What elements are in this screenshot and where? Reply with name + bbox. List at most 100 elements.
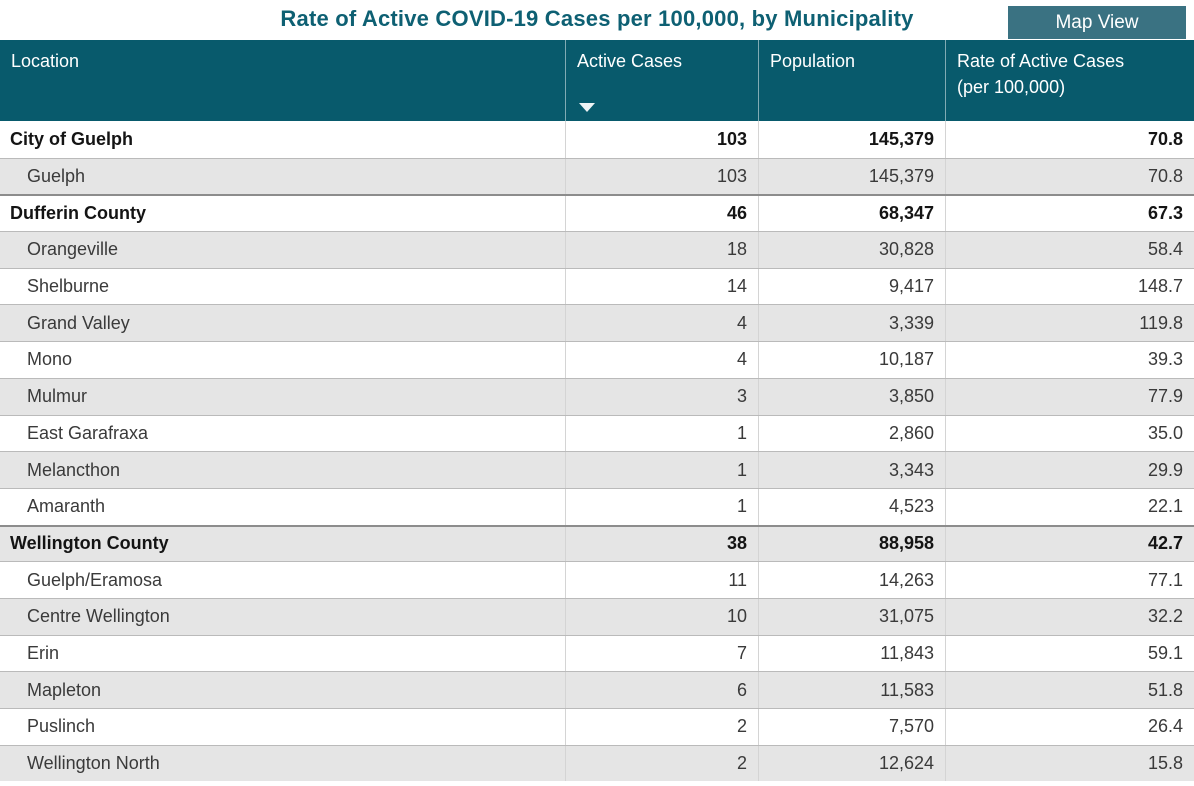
table-row[interactable]: Guelph 103 145,379 70.8 xyxy=(0,157,1194,195)
column-header-label: Rate of Active Cases xyxy=(957,51,1125,71)
column-header-active-cases[interactable]: Active Cases xyxy=(565,40,758,121)
active-cases-value: 2 xyxy=(736,753,747,774)
location-label: Mulmur xyxy=(27,386,88,407)
active-cases-cell: 4 xyxy=(565,305,758,342)
table-row[interactable]: Melancthon 1 3,343 29.9 xyxy=(0,451,1194,488)
rate-cell: 15.8 xyxy=(945,745,1194,782)
population-value: 88,958 xyxy=(878,533,934,554)
active-cases-cell: 10 xyxy=(565,598,758,635)
active-cases-value: 7 xyxy=(736,642,747,663)
population-value: 31,075 xyxy=(878,606,934,627)
population-value: 145,379 xyxy=(868,166,934,187)
data-table: Location Active Cases Population Rate of… xyxy=(0,40,1194,782)
rate-value: 32.2 xyxy=(1147,606,1183,627)
population-cell: 12,624 xyxy=(758,745,945,782)
active-cases-value: 6 xyxy=(736,679,747,700)
rate-value: 70.8 xyxy=(1147,166,1183,187)
rate-value: 67.3 xyxy=(1147,203,1183,224)
population-value: 11,583 xyxy=(880,679,934,700)
active-cases-value: 46 xyxy=(726,203,747,224)
location-label: Guelph xyxy=(27,166,86,187)
population-cell: 30,828 xyxy=(758,232,945,268)
active-cases-value: 103 xyxy=(716,128,747,149)
location-cell: Wellington North xyxy=(0,746,565,782)
rate-cell: 39.3 xyxy=(945,342,1194,378)
rate-cell: 148.7 xyxy=(945,268,1194,305)
table-row[interactable]: Puslinch 2 7,570 26.4 xyxy=(0,708,1194,745)
rate-value: 51.8 xyxy=(1147,679,1183,700)
rate-cell: 70.8 xyxy=(945,121,1194,158)
table-body: City of Guelph 103 145,379 70.8 Guelph 1… xyxy=(0,121,1194,782)
table-row[interactable]: Erin 7 11,843 59.1 xyxy=(0,634,1194,672)
location-label: Shelburne xyxy=(27,276,110,297)
population-cell: 3,850 xyxy=(758,378,945,415)
rate-cell: 35.0 xyxy=(945,415,1194,452)
location-cell: Mono xyxy=(0,342,565,378)
column-header-population[interactable]: Population xyxy=(758,40,945,121)
active-cases-cell: 1 xyxy=(565,452,758,488)
rate-cell: 22.1 xyxy=(945,488,1194,525)
active-cases-value: 4 xyxy=(736,349,747,370)
location-label: Dufferin County xyxy=(10,203,146,224)
active-cases-cell: 6 xyxy=(565,672,758,708)
table-row[interactable]: East Garafraxa 1 2,860 35.0 xyxy=(0,414,1194,452)
population-value: 10,187 xyxy=(878,349,934,370)
location-label: Wellington North xyxy=(27,753,160,774)
active-cases-value: 3 xyxy=(736,386,747,407)
rate-cell: 32.2 xyxy=(945,598,1194,635)
column-header-sublabel: (per 100,000) xyxy=(957,77,1066,97)
active-cases-cell: 11 xyxy=(565,562,758,598)
table-row[interactable]: Guelph/Eramosa 11 14,263 77.1 xyxy=(0,561,1194,598)
column-header-rate[interactable]: Rate of Active Cases (per 100,000) xyxy=(945,40,1194,121)
location-label: Centre Wellington xyxy=(27,606,170,627)
active-cases-cell: 46 xyxy=(565,196,758,232)
population-cell: 3,343 xyxy=(758,452,945,488)
table-row[interactable]: Mulmur 3 3,850 77.9 xyxy=(0,377,1194,415)
rate-value: 77.9 xyxy=(1147,386,1183,407)
table-row[interactable]: Grand Valley 4 3,339 119.8 xyxy=(0,304,1194,342)
table-row[interactable]: Dufferin County 46 68,347 67.3 xyxy=(0,194,1194,232)
population-cell: 4,523 xyxy=(758,488,945,525)
location-label: Wellington County xyxy=(10,533,169,554)
active-cases-value: 18 xyxy=(726,239,747,260)
population-cell: 14,263 xyxy=(758,562,945,598)
column-header-location[interactable]: Location xyxy=(0,40,565,121)
active-cases-value: 1 xyxy=(736,496,747,517)
population-cell: 3,339 xyxy=(758,305,945,342)
map-view-button[interactable]: Map View xyxy=(1008,6,1186,39)
population-value: 3,339 xyxy=(888,312,934,333)
table-row[interactable]: Amaranth 1 4,523 22.1 xyxy=(0,487,1194,525)
population-cell: 31,075 xyxy=(758,598,945,635)
table-row[interactable]: Wellington County 38 88,958 42.7 xyxy=(0,524,1194,562)
population-cell: 9,417 xyxy=(758,268,945,305)
active-cases-value: 2 xyxy=(736,716,747,737)
rate-cell: 77.1 xyxy=(945,562,1194,598)
location-label: Erin xyxy=(27,642,60,663)
table-row[interactable]: Mono 4 10,187 39.3 xyxy=(0,341,1194,378)
active-cases-cell: 103 xyxy=(565,121,758,158)
location-label: Orangeville xyxy=(27,239,119,260)
population-value: 7,570 xyxy=(888,716,934,737)
sort-descending-icon[interactable] xyxy=(579,103,595,112)
rate-cell: 119.8 xyxy=(945,305,1194,342)
table-row[interactable]: Wellington North 2 12,624 15.8 xyxy=(0,744,1194,782)
page-title: Rate of Active COVID-19 Cases per 100,00… xyxy=(280,6,914,31)
population-value: 12,624 xyxy=(878,753,934,774)
rate-value: 42.7 xyxy=(1147,533,1183,554)
active-cases-cell: 38 xyxy=(565,526,758,562)
location-cell: Grand Valley xyxy=(0,305,565,341)
location-cell: Centre Wellington xyxy=(0,599,565,635)
table-row[interactable]: Shelburne 14 9,417 148.7 xyxy=(0,267,1194,305)
rate-value: 39.3 xyxy=(1147,349,1183,370)
population-value: 3,850 xyxy=(888,386,934,407)
table-row[interactable]: City of Guelph 103 145,379 70.8 xyxy=(0,121,1194,158)
table-row[interactable]: Centre Wellington 10 31,075 32.2 xyxy=(0,597,1194,635)
rate-cell: 59.1 xyxy=(945,635,1194,672)
active-cases-cell: 2 xyxy=(565,709,758,745)
table-row[interactable]: Orangeville 18 30,828 58.4 xyxy=(0,231,1194,268)
active-cases-value: 4 xyxy=(736,312,747,333)
table-row[interactable]: Mapleton 6 11,583 51.8 xyxy=(0,671,1194,708)
rate-value: 119.8 xyxy=(1139,312,1183,333)
active-cases-value: 14 xyxy=(726,276,747,297)
